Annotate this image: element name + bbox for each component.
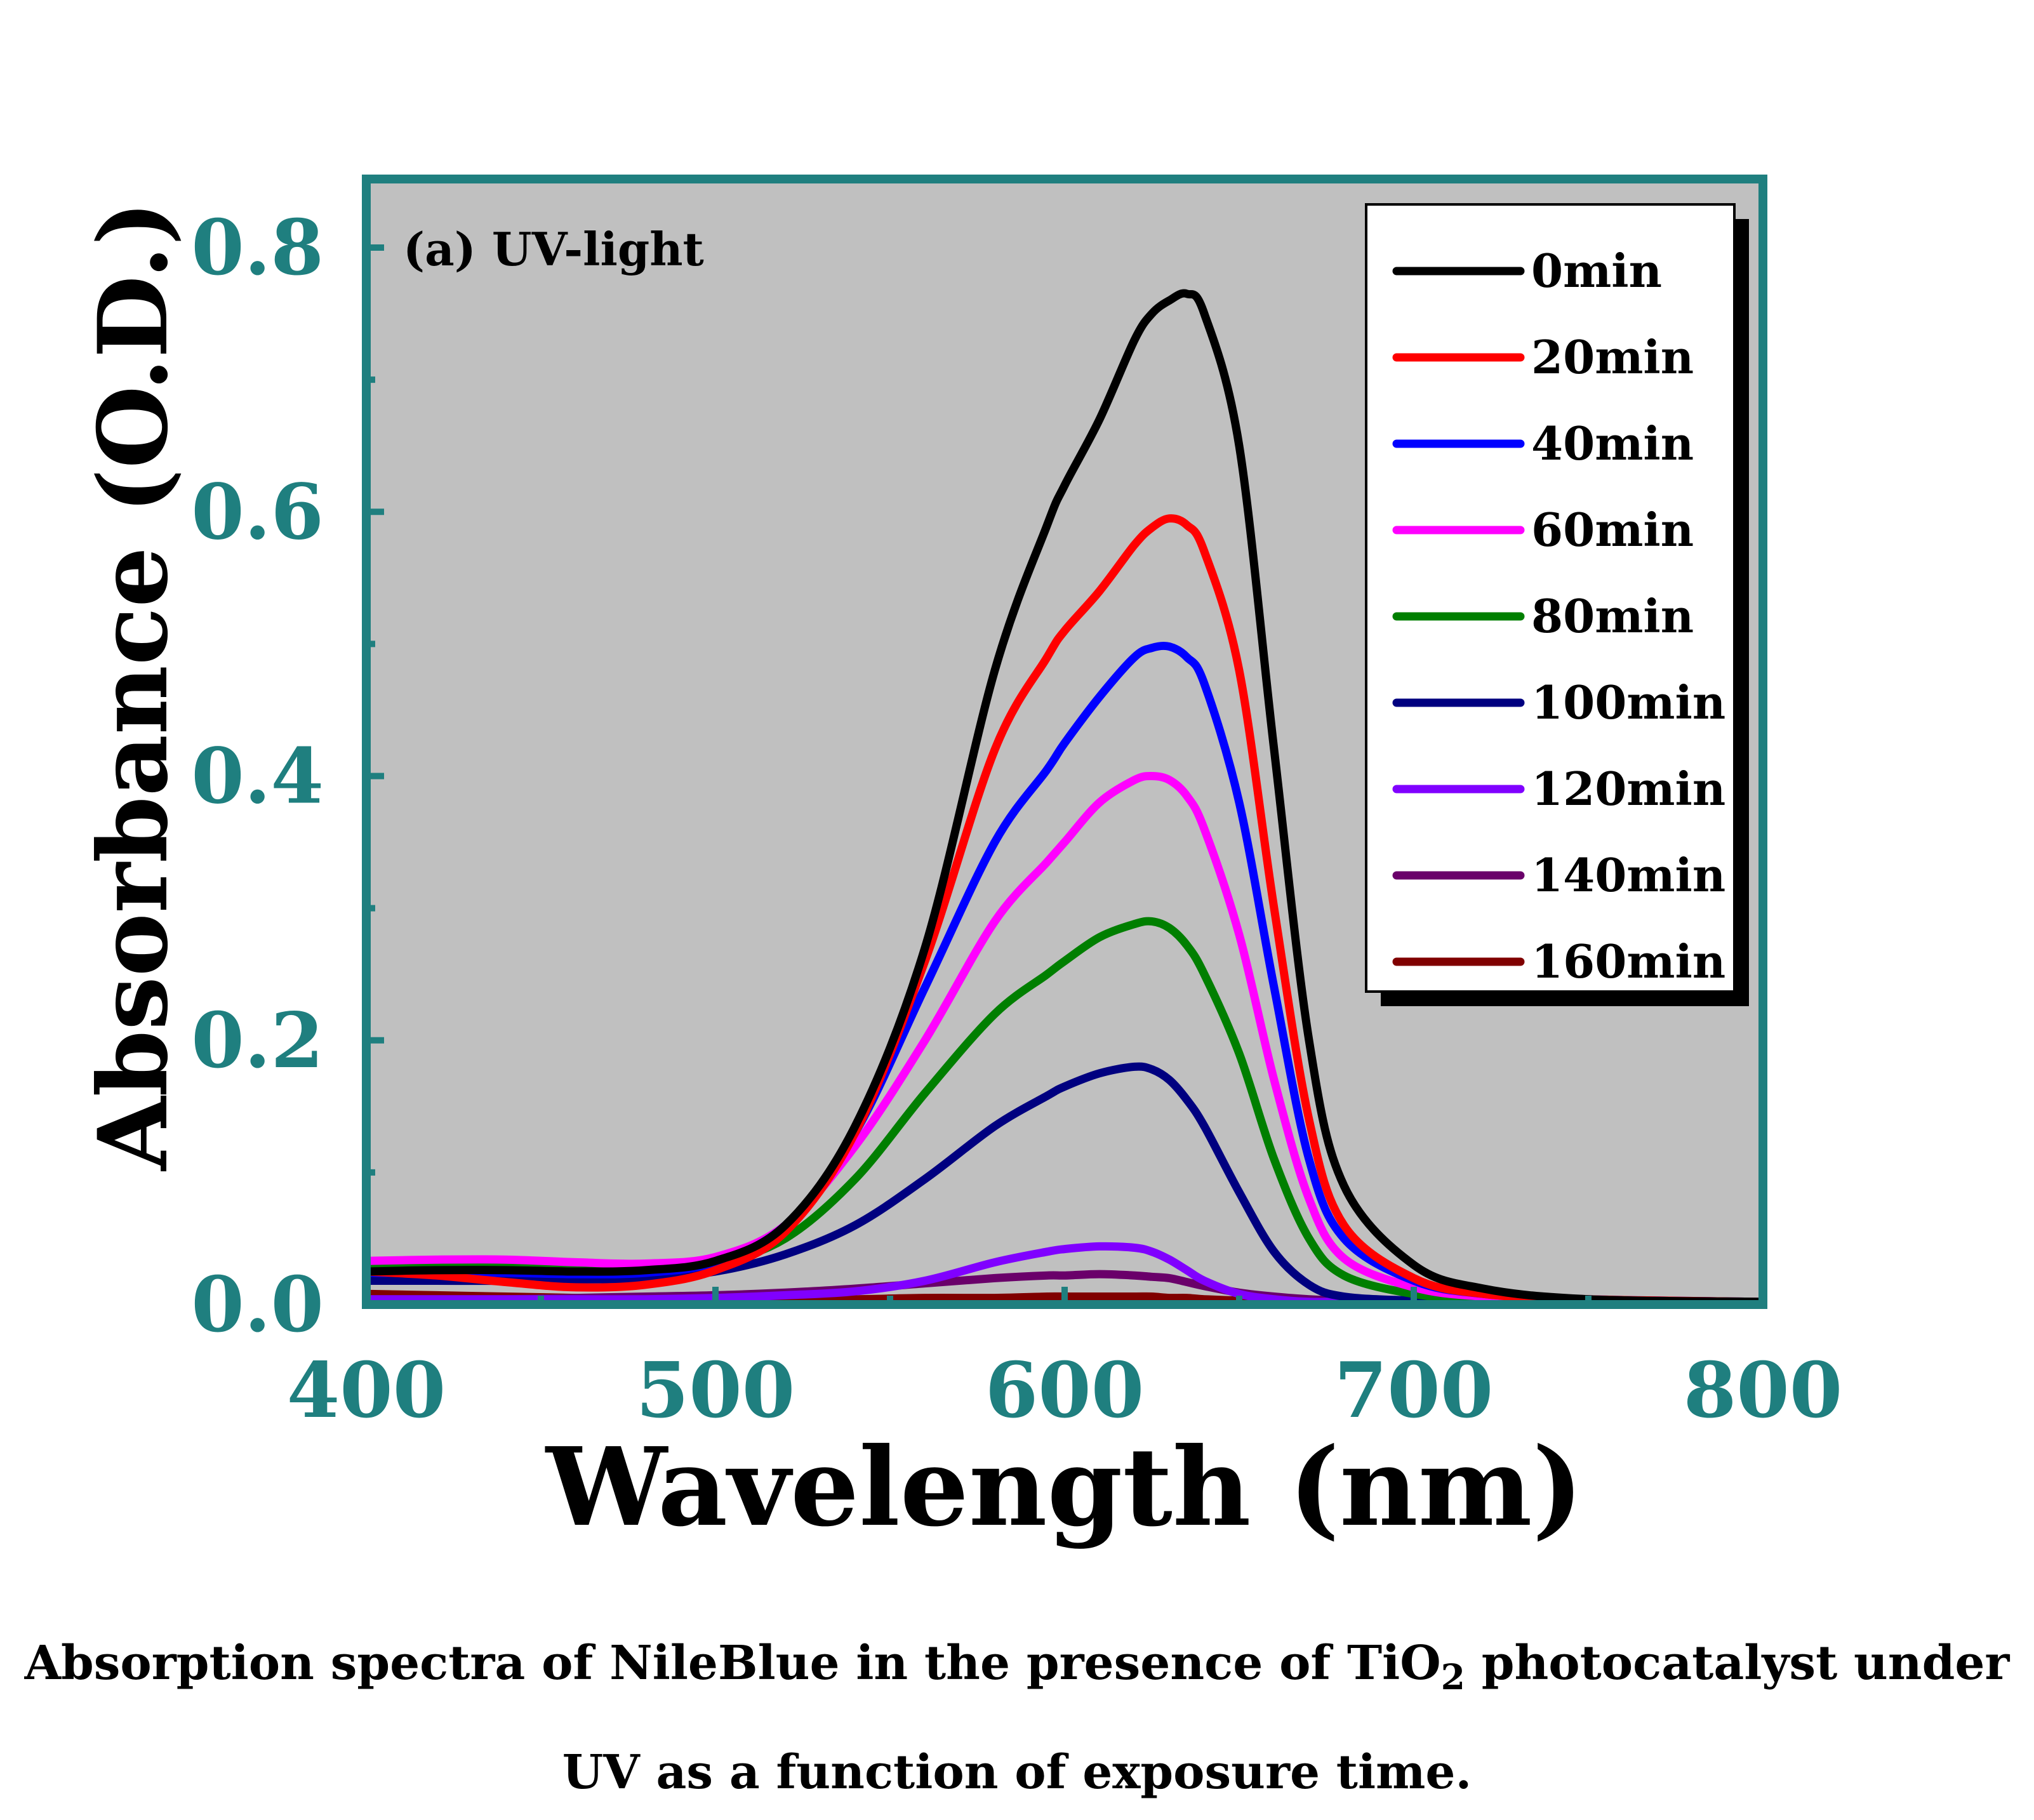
legend-label: 140min bbox=[1531, 848, 1725, 902]
legend-label: 60min bbox=[1531, 503, 1694, 557]
series-line-20min bbox=[362, 514, 1767, 1306]
legend-box bbox=[1365, 203, 1736, 993]
y-tick-label: 0.2 bbox=[191, 996, 324, 1086]
x-tick-label: 700 bbox=[1334, 1346, 1494, 1435]
legend-item-100min: 100min bbox=[1392, 675, 1725, 729]
x-tick-labels: 400 500 600 700 800 bbox=[287, 1346, 1843, 1435]
legend-item-0min: 0min bbox=[1392, 244, 1662, 298]
x-axis-title: Wavelength (nm) bbox=[545, 1424, 1583, 1551]
absorption-chart: (a) UV-light 0min 20min 40min 60min 80min 100… bbox=[77, 175, 1843, 1551]
caption-line-2: UV as a function of exposure time. bbox=[562, 1744, 1472, 1800]
figure-caption: Absorption spectra of NileBlue in the pr… bbox=[0, 1616, 2034, 1820]
x-tick-label: 400 bbox=[287, 1346, 446, 1435]
plot-frame bbox=[362, 175, 1767, 1309]
legend-label: 20min bbox=[1531, 330, 1694, 384]
legend-label: 100min bbox=[1531, 675, 1725, 729]
legend-label: 80min bbox=[1531, 589, 1694, 643]
legend-label: 160min bbox=[1531, 934, 1725, 988]
y-tick-label: 0.6 bbox=[191, 467, 324, 557]
caption-line-1: Absorption spectra of NileBlue in the pr… bbox=[24, 1636, 2010, 1697]
legend: 0min 20min 40min 60min 80min 100min 120min 140m… bbox=[1365, 203, 1749, 1006]
series-line-60min bbox=[362, 771, 1767, 1306]
y-axis-title: Absorbance (O.D.) bbox=[77, 201, 189, 1172]
legend-label: 0min bbox=[1531, 244, 1662, 298]
series-line-0min bbox=[362, 289, 1767, 1306]
legend-item-60min: 60min bbox=[1392, 503, 1694, 557]
chart-annotation: (a) UV-light bbox=[403, 222, 704, 276]
legend-item-20min: 20min bbox=[1392, 330, 1694, 384]
legend-items: 0min 20min 40min 60min 80min 100min 120min 140m… bbox=[1392, 244, 1725, 988]
legend-item-40min: 40min bbox=[1392, 416, 1694, 470]
legend-label: 120min bbox=[1531, 762, 1725, 816]
legend-item-140min: 140min bbox=[1392, 848, 1725, 902]
series-layer bbox=[362, 289, 1767, 1308]
x-tick-label: 500 bbox=[636, 1346, 795, 1435]
y-tick-label: 0.0 bbox=[191, 1260, 324, 1350]
x-tick-label: 600 bbox=[985, 1346, 1145, 1435]
legend-item-160min: 160min bbox=[1392, 934, 1725, 988]
legend-label: 40min bbox=[1531, 416, 1694, 470]
y-tick-labels: 0.0 0.2 0.4 0.6 0.8 bbox=[191, 203, 324, 1350]
series-line-100min bbox=[362, 1062, 1767, 1308]
legend-item-80min: 80min bbox=[1392, 589, 1694, 643]
y-tick-label: 0.4 bbox=[191, 732, 324, 821]
x-tick-label: 800 bbox=[1684, 1346, 1843, 1435]
legend-item-120min: 120min bbox=[1392, 762, 1725, 816]
y-tick-label: 0.8 bbox=[191, 203, 324, 293]
